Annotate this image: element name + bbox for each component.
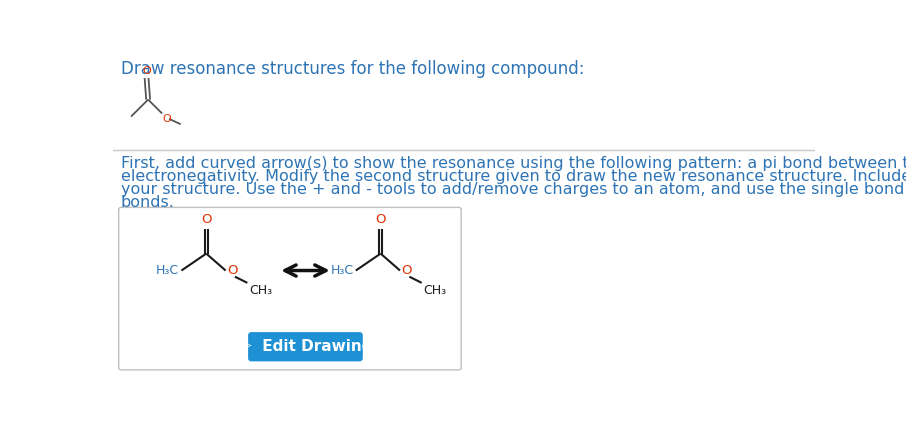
Text: O: O (227, 264, 237, 277)
Text: ✏  Edit Drawing: ✏ Edit Drawing (238, 339, 372, 354)
Text: O: O (401, 264, 412, 277)
Text: O: O (142, 66, 151, 76)
Text: O: O (201, 213, 211, 226)
FancyBboxPatch shape (119, 207, 461, 370)
FancyBboxPatch shape (248, 332, 362, 362)
Text: electronegativity. Modify the second structure given to draw the new resonance s: electronegativity. Modify the second str… (121, 169, 906, 184)
Text: H₃C: H₃C (331, 264, 353, 277)
Text: First, add curved arrow(s) to show the resonance using the following pattern: a : First, add curved arrow(s) to show the r… (121, 156, 906, 171)
Text: bonds.: bonds. (121, 195, 175, 210)
Text: O: O (163, 114, 171, 124)
Text: CH₃: CH₃ (249, 284, 272, 297)
Text: your structure. Use the + and - tools to add/remove charges to an atom, and use : your structure. Use the + and - tools to… (121, 182, 906, 197)
Text: H₃C: H₃C (156, 264, 179, 277)
Text: CH₃: CH₃ (423, 284, 447, 297)
Text: Draw resonance structures for the following compound:: Draw resonance structures for the follow… (121, 60, 584, 78)
Text: O: O (375, 213, 386, 226)
